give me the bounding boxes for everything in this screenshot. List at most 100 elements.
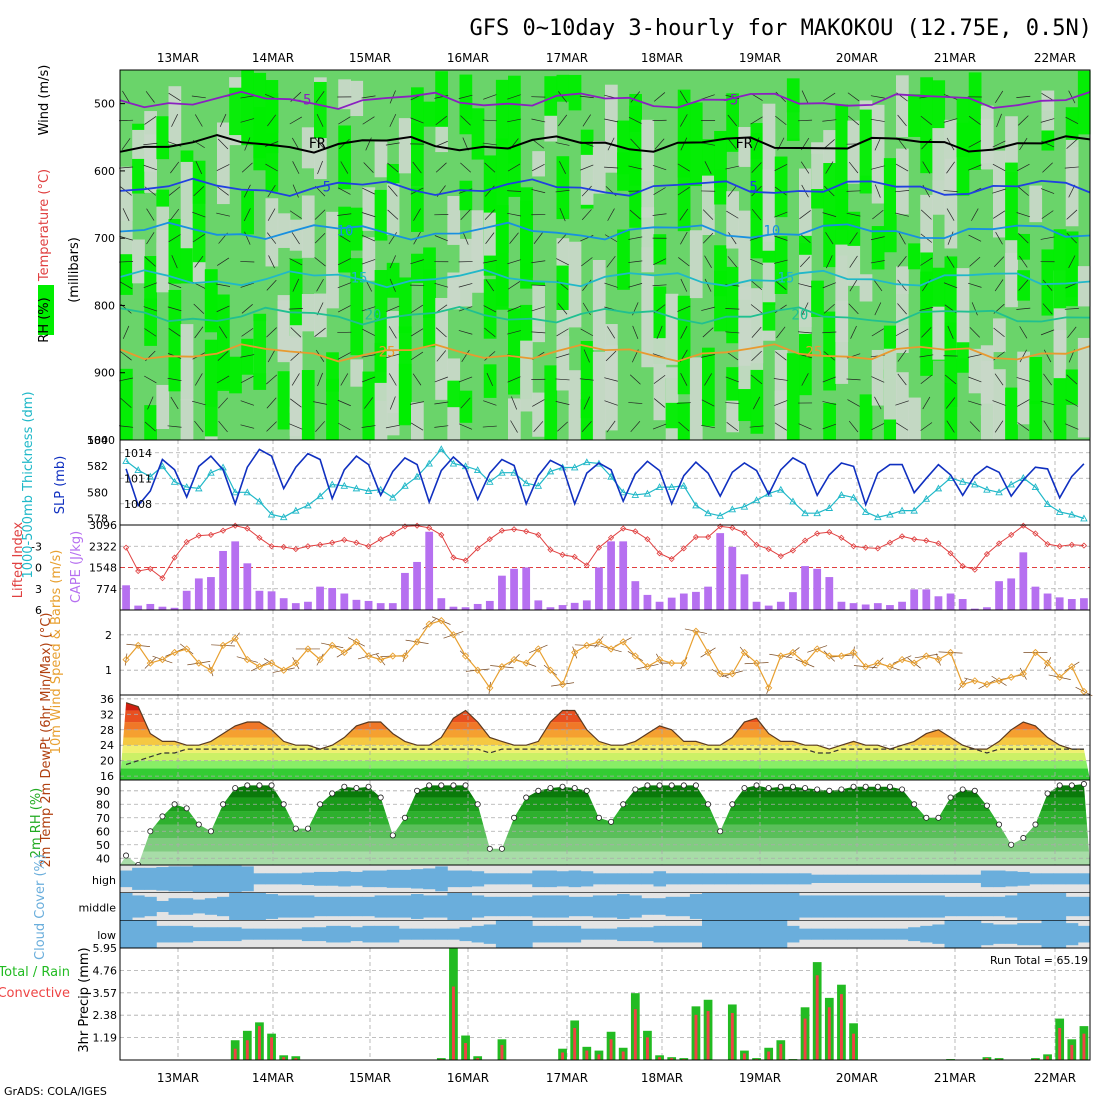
wind-barb (119, 166, 134, 169)
lifted-index-point (401, 523, 409, 530)
rh-point (207, 828, 214, 835)
rh-cell (641, 119, 655, 218)
rh-cell (411, 253, 424, 283)
rh-cell (1077, 266, 1091, 307)
rh-cell (398, 118, 412, 174)
wind-barb (167, 377, 182, 382)
wind10m-panel: 1 2 10m Wind Speed & Barbs (m/s) (49, 550, 1093, 754)
rh-cell (314, 81, 327, 139)
lifted-index-point (971, 566, 978, 573)
wind-barb (240, 282, 255, 288)
wind-barb (361, 306, 376, 312)
cape-bar (752, 601, 761, 610)
cloud-cell (568, 896, 582, 917)
wind-speed-point (874, 659, 882, 667)
cloud-cell (677, 873, 691, 885)
cloud-cell (386, 895, 400, 918)
cloud-cell (689, 873, 703, 885)
cloud-cell (217, 865, 230, 892)
cloud-cell (786, 925, 800, 943)
wind-barb (241, 162, 253, 173)
cape-bar (595, 567, 603, 610)
cloud-cell (726, 920, 739, 948)
cloud-cell (799, 928, 812, 940)
thickness-tick-label: 582 (87, 460, 108, 473)
wind-barb (1042, 279, 1053, 291)
wind-barb (677, 186, 690, 196)
cloud-cell (180, 898, 194, 915)
wind-barb (874, 396, 882, 410)
wind-barb (847, 399, 860, 407)
wind-barb (652, 423, 667, 430)
cloud-cell (592, 928, 606, 940)
wind-barb (217, 350, 229, 361)
wind-barb (679, 208, 689, 221)
wind-barb (167, 282, 182, 289)
rh-cell (871, 104, 885, 204)
wind-barb (992, 400, 1006, 406)
wind-barb (240, 400, 255, 406)
cloud-cell (956, 920, 970, 948)
temp-tick-label: 36 (100, 693, 114, 706)
rh-point (971, 787, 978, 794)
wind-barb (872, 210, 884, 220)
contour-label: FR (309, 136, 326, 152)
wind-barb (337, 399, 351, 407)
wind-barb (583, 349, 590, 363)
cloud-cell (374, 895, 388, 918)
wind-barb (822, 119, 837, 122)
rh-cell (180, 399, 194, 440)
cloud-cell (532, 925, 545, 943)
cape-tick-label: 1548 (89, 562, 117, 575)
wind-barb (555, 353, 570, 359)
precip-tick-label: 1.19 (93, 1032, 118, 1045)
thickness-point (473, 466, 482, 474)
wind-barb (1040, 188, 1055, 194)
wind-barb (460, 397, 471, 409)
wind-barb (895, 328, 909, 337)
cloud-cell (835, 895, 848, 918)
rh-cell (762, 262, 776, 303)
rh-point (620, 801, 627, 808)
lifted-index-point (535, 531, 542, 538)
wind-speed-point (449, 631, 458, 639)
lifted-index-point (183, 538, 190, 546)
wind-barb (167, 425, 182, 428)
rh-cell (265, 198, 279, 267)
wind-barb (507, 212, 522, 217)
wind-barb (337, 258, 351, 266)
rh-cell (811, 142, 824, 190)
cloud-cell (726, 873, 739, 885)
cloud-axis-label: Cloud Cover (%) (33, 854, 48, 960)
cloud-cell (908, 874, 921, 883)
wind-barb (385, 353, 400, 359)
wind-barb (629, 374, 641, 385)
cape-bar (801, 566, 809, 610)
rh-cell (993, 318, 1006, 353)
wind-barb (632, 325, 639, 339)
rh-point (1056, 782, 1063, 789)
cloud-cell (398, 869, 412, 888)
wind-barb (338, 422, 351, 431)
rh-point (171, 801, 178, 808)
cape-bar (449, 606, 458, 610)
cloud-cell (241, 928, 254, 940)
wind-barb (240, 118, 255, 123)
wind-barb (434, 235, 448, 242)
wind-barb (244, 137, 251, 151)
cloud-cell (617, 873, 630, 885)
wind-speed-point (898, 655, 906, 664)
rh-cell (350, 258, 364, 356)
wind-barb (509, 232, 519, 244)
cloud-cell (944, 920, 958, 948)
rh-cell (956, 342, 970, 373)
wind-barb (559, 208, 566, 222)
rh-cell (835, 189, 849, 230)
wind-barb (968, 234, 982, 242)
wind-barb (292, 184, 299, 198)
lifted-index-point (850, 543, 857, 550)
precip-convective-bar (779, 1044, 783, 1060)
wind-barb (511, 396, 518, 410)
rh-cell (435, 297, 448, 400)
cloud-cell (144, 920, 157, 948)
